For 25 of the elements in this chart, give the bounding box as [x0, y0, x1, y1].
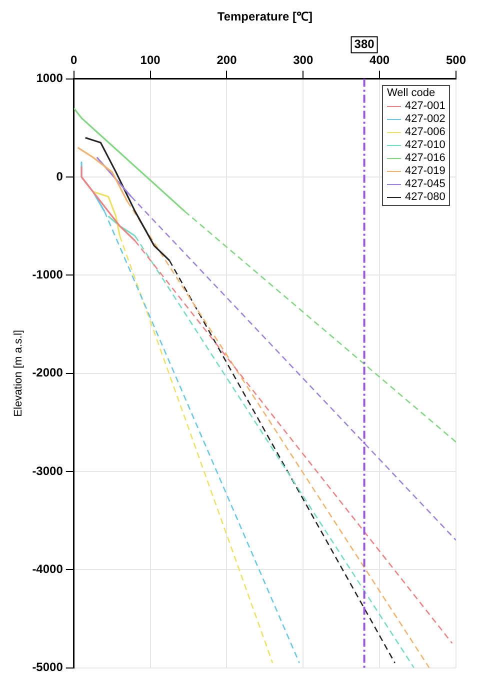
legend-label: 427-045 [404, 178, 446, 191]
x-tick-label: 200 [216, 52, 238, 67]
legend-label: 427-080 [404, 190, 446, 204]
y-tick-label: -4000 [32, 562, 64, 576]
legend-title: Well code [386, 86, 436, 100]
y-tick-label: -5000 [32, 660, 64, 674]
y-tick-label: 0 [56, 169, 64, 184]
y-tick-label: 1000 [36, 71, 64, 86]
legend-label: 427-019 [404, 164, 446, 178]
x-tick-label: 0 [70, 52, 78, 67]
y-tick-label: -1000 [32, 267, 64, 282]
x-tick-label: 100 [140, 52, 161, 67]
x-tick-label: 500 [446, 52, 466, 67]
legend-label: 427-006 [404, 126, 446, 139]
legend-label: 427-010 [404, 138, 446, 152]
ref-line-label: 380 [354, 37, 375, 52]
legend-label: 427-001 [404, 100, 446, 113]
y-tick-label: -2000 [32, 366, 64, 380]
legend-label: 427-016 [404, 152, 446, 165]
y-axis-title: Elevation [m a.s.l] [12, 330, 25, 417]
x-tick-label: 400 [370, 52, 390, 67]
x-axis-title: Temperature [℃] [217, 10, 313, 24]
legend-label: 427-002 [404, 112, 446, 126]
x-tick-label: 300 [293, 52, 314, 67]
y-tick-label: -3000 [32, 464, 64, 478]
